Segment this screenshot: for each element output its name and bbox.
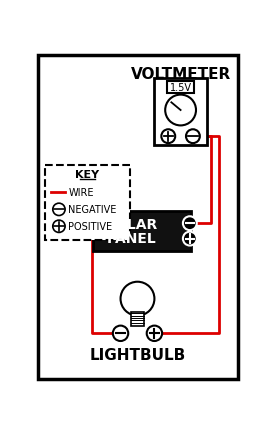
Circle shape bbox=[121, 282, 154, 316]
Text: WIRE: WIRE bbox=[68, 187, 94, 197]
Text: VOLTMETER: VOLTMETER bbox=[130, 67, 231, 82]
Circle shape bbox=[113, 326, 128, 341]
Bar bbox=[45, 165, 130, 240]
Circle shape bbox=[161, 130, 175, 144]
Text: NEGATIVE: NEGATIVE bbox=[68, 205, 116, 215]
Bar bbox=[154, 79, 207, 146]
Bar bbox=[93, 212, 191, 252]
Circle shape bbox=[53, 221, 65, 233]
Bar bbox=[130, 312, 144, 326]
Text: LIGHTBULB: LIGHTBULB bbox=[89, 347, 186, 362]
Text: PANEL: PANEL bbox=[107, 231, 156, 245]
Text: KEY: KEY bbox=[75, 169, 100, 179]
Circle shape bbox=[53, 204, 65, 216]
Text: POSITIVE: POSITIVE bbox=[68, 222, 112, 232]
Circle shape bbox=[183, 232, 197, 246]
Bar bbox=[167, 82, 194, 94]
Text: 1.5V: 1.5V bbox=[169, 83, 192, 93]
Circle shape bbox=[165, 95, 196, 126]
Circle shape bbox=[183, 217, 197, 230]
Circle shape bbox=[147, 326, 162, 341]
Circle shape bbox=[186, 130, 200, 144]
Text: SOLAR: SOLAR bbox=[105, 218, 157, 231]
